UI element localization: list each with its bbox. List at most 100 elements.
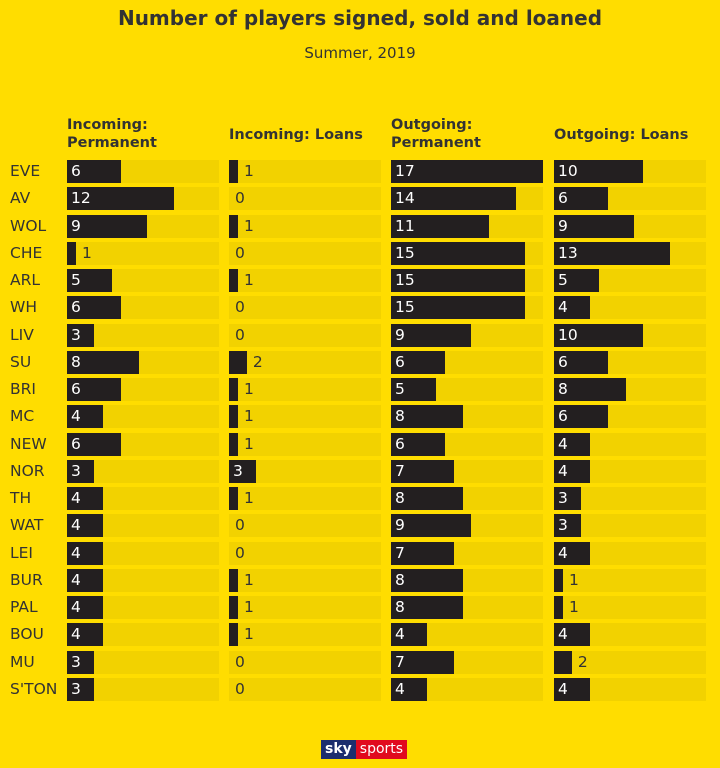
bar-track: 1 (554, 596, 706, 620)
team-label: LIV (10, 325, 34, 344)
bar-track: 4 (554, 623, 706, 647)
team-label: NOR (10, 461, 45, 480)
bar-track: 1 (229, 269, 381, 293)
bar (554, 487, 581, 511)
bar-track: 4 (67, 487, 219, 511)
bar-track: 5 (391, 378, 543, 402)
data-label: 1 (243, 598, 254, 617)
bar-track: 4 (554, 677, 706, 701)
bar-track: 6 (67, 378, 219, 402)
bar-track: 8 (391, 568, 543, 592)
bar-track: 0 (229, 677, 381, 701)
data-label: 4 (71, 489, 81, 508)
bar-track: 1 (229, 487, 381, 511)
bar-track: 7 (391, 459, 543, 483)
bar-track: 1 (229, 432, 381, 456)
data-label: 3 (558, 489, 568, 508)
bar-track: 0 (229, 650, 381, 674)
bar (554, 378, 626, 402)
bar (391, 296, 526, 320)
data-label: 10 (558, 162, 578, 180)
bar-track: 8 (391, 487, 543, 511)
column-header: Outgoing: Permanent (391, 117, 481, 151)
data-label: 1 (243, 271, 254, 290)
bar (391, 459, 454, 483)
bar-track: 6 (554, 405, 706, 429)
data-label: 8 (395, 489, 405, 508)
chart-title: Number of players signed, sold and loane… (117, 6, 603, 30)
data-label: 4 (558, 434, 568, 453)
bar (554, 514, 581, 538)
bar (391, 214, 490, 238)
bar (229, 623, 238, 647)
team-label: BOU (10, 625, 44, 644)
bar-track: 0 (229, 187, 381, 211)
data-label: 3 (71, 652, 81, 671)
bar (554, 459, 590, 483)
team-label: TH (10, 489, 32, 508)
bar (229, 432, 238, 456)
bar (391, 269, 526, 293)
data-label: 1 (243, 570, 254, 589)
bar-track: 6 (554, 350, 706, 374)
bar (554, 269, 599, 293)
bar-track: 10 (554, 160, 706, 183)
data-label: 1 (243, 216, 254, 235)
bar (67, 541, 103, 565)
bar-track: 1 (229, 596, 381, 620)
data-label: 4 (71, 543, 81, 562)
bar-track: 4 (67, 568, 219, 592)
data-label: 8 (558, 380, 568, 399)
data-label: 4 (71, 570, 81, 589)
bar-track: 15 (391, 241, 543, 265)
bar-track: 4 (67, 541, 219, 565)
data-label: 13 (558, 243, 578, 262)
team-label: CHE (10, 243, 43, 262)
data-label: 5 (71, 271, 81, 290)
bar-track: 6 (67, 160, 219, 183)
bar (67, 514, 103, 538)
bar-track: 0 (229, 541, 381, 565)
bar (554, 350, 608, 374)
bar (67, 405, 103, 429)
bar-track: 4 (554, 296, 706, 320)
data-label: 8 (395, 570, 405, 589)
bar (67, 269, 112, 293)
bar (554, 568, 563, 592)
data-label: 1 (243, 407, 254, 426)
bar-track: 2 (229, 350, 381, 374)
bar (391, 405, 463, 429)
bar-track: 9 (391, 323, 543, 347)
data-label: 8 (71, 352, 81, 371)
bar (67, 677, 94, 701)
bar (391, 487, 463, 511)
bar-track: 3 (229, 459, 381, 483)
data-label: 1 (243, 162, 254, 180)
team-label: WH (10, 298, 37, 317)
bar-track: 3 (67, 677, 219, 701)
bar-track: 4 (554, 459, 706, 483)
team-label: BUR (10, 570, 43, 589)
data-label: 7 (395, 461, 405, 480)
bar-track: 4 (554, 541, 706, 565)
bar (229, 405, 238, 429)
bar (554, 623, 590, 647)
bar (391, 650, 454, 674)
bar-track: 15 (391, 296, 543, 320)
bar-track: 4 (67, 596, 219, 620)
data-label: 4 (558, 543, 568, 562)
bar (554, 241, 671, 265)
bar (391, 323, 472, 347)
bar (229, 459, 256, 483)
bar (67, 187, 175, 211)
team-label: LEI (10, 543, 34, 562)
bar-track: 4 (554, 432, 706, 456)
bar (391, 541, 454, 565)
bar-track: 1 (229, 214, 381, 238)
data-label: 3 (71, 325, 81, 344)
bar-track: 14 (391, 187, 543, 211)
sky-sports-logo: sky sports (321, 740, 408, 759)
bar (67, 296, 121, 320)
team-label: EVE (10, 162, 41, 180)
data-label: 9 (558, 216, 568, 235)
